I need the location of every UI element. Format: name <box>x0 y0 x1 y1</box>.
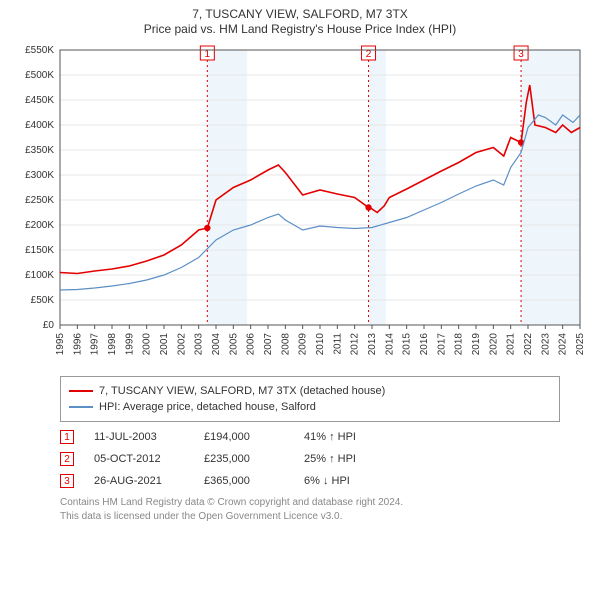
svg-text:2014: 2014 <box>384 333 395 356</box>
svg-text:£150K: £150K <box>25 245 54 256</box>
price-chart-svg: £0 £50K £100K £150K £200K £250K £300K £350K £400… <box>10 40 590 370</box>
event-date: 26-AUG-2021 <box>94 475 184 487</box>
event-price: £194,000 <box>204 431 284 443</box>
svg-text:2019: 2019 <box>471 333 482 356</box>
svg-text:2021: 2021 <box>506 333 517 356</box>
event-price: £235,000 <box>204 453 284 465</box>
footer-line2: This data is licensed under the Open Gov… <box>60 510 560 524</box>
svg-text:2001: 2001 <box>159 333 170 356</box>
svg-text:2023: 2023 <box>540 333 551 356</box>
legend-swatch <box>69 390 93 392</box>
event-date: 05-OCT-2012 <box>94 453 184 465</box>
event-delta: 25% ↑ HPI <box>304 453 394 465</box>
svg-text:2000: 2000 <box>142 333 153 356</box>
legend-label: 7, TUSCANY VIEW, SALFORD, M7 3TX (detach… <box>99 385 385 397</box>
event-marker: 1 <box>60 430 74 444</box>
svg-text:2007: 2007 <box>263 333 274 356</box>
event-delta: 41% ↑ HPI <box>304 431 394 443</box>
event-date: 11-JUL-2003 <box>94 431 184 443</box>
legend: 7, TUSCANY VIEW, SALFORD, M7 3TX (detach… <box>60 376 560 422</box>
chart-area: £0 £50K £100K £150K £200K £250K £300K £350K £400… <box>10 40 590 370</box>
svg-text:£450K: £450K <box>25 95 54 106</box>
event-row: 3 26-AUG-2021 £365,000 6% ↓ HPI <box>60 470 560 492</box>
svg-text:1998: 1998 <box>107 333 118 356</box>
svg-text:2006: 2006 <box>246 333 257 356</box>
svg-text:£350K: £350K <box>25 145 54 156</box>
svg-text:2013: 2013 <box>367 333 378 356</box>
svg-text:2022: 2022 <box>523 333 534 356</box>
event-row: 1 11-JUL-2003 £194,000 41% ↑ HPI <box>60 426 560 448</box>
legend-label: HPI: Average price, detached house, Salf… <box>99 401 316 413</box>
svg-text:2016: 2016 <box>419 333 430 356</box>
svg-text:£500K: £500K <box>25 70 54 81</box>
svg-text:1: 1 <box>205 49 211 60</box>
event-price: £365,000 <box>204 475 284 487</box>
svg-text:2008: 2008 <box>280 333 291 356</box>
svg-text:1995: 1995 <box>55 333 66 356</box>
svg-text:1997: 1997 <box>90 333 101 356</box>
event-marker: 3 <box>60 474 74 488</box>
svg-text:2009: 2009 <box>298 333 309 356</box>
svg-text:2024: 2024 <box>558 333 569 356</box>
svg-text:2004: 2004 <box>211 333 222 356</box>
svg-text:£100K: £100K <box>25 270 54 281</box>
svg-text:£200K: £200K <box>25 220 54 231</box>
svg-text:2025: 2025 <box>575 333 586 356</box>
chart-title-line1: 7, TUSCANY VIEW, SALFORD, M7 3TX <box>10 6 590 22</box>
svg-text:2: 2 <box>366 49 372 60</box>
svg-text:2011: 2011 <box>332 333 343 355</box>
svg-text:£50K: £50K <box>31 295 55 306</box>
svg-text:2003: 2003 <box>194 333 205 356</box>
chart-title-line2: Price paid vs. HM Land Registry's House … <box>10 22 590 36</box>
svg-text:2005: 2005 <box>228 333 239 356</box>
svg-text:3: 3 <box>518 49 524 60</box>
svg-text:£250K: £250K <box>25 195 54 206</box>
svg-text:2015: 2015 <box>402 333 413 356</box>
svg-text:£400K: £400K <box>25 120 54 131</box>
event-row: 2 05-OCT-2012 £235,000 25% ↑ HPI <box>60 448 560 470</box>
svg-text:2020: 2020 <box>488 333 499 356</box>
svg-text:2018: 2018 <box>454 333 465 356</box>
svg-text:2012: 2012 <box>350 333 361 356</box>
svg-text:1999: 1999 <box>124 333 135 356</box>
event-delta: 6% ↓ HPI <box>304 475 394 487</box>
svg-text:£300K: £300K <box>25 170 54 181</box>
svg-text:£550K: £550K <box>25 45 54 56</box>
svg-text:2002: 2002 <box>176 333 187 356</box>
svg-text:2017: 2017 <box>436 333 447 356</box>
legend-item: 7, TUSCANY VIEW, SALFORD, M7 3TX (detach… <box>69 383 551 399</box>
legend-swatch <box>69 406 93 408</box>
attribution-footer: Contains HM Land Registry data © Crown c… <box>60 496 560 523</box>
svg-text:1996: 1996 <box>72 333 83 356</box>
event-marker: 2 <box>60 452 74 466</box>
svg-text:£0: £0 <box>43 320 55 331</box>
event-table: 1 11-JUL-2003 £194,000 41% ↑ HPI 2 05-OCT-201… <box>60 426 560 492</box>
svg-text:2010: 2010 <box>315 333 326 356</box>
footer-line1: Contains HM Land Registry data © Crown c… <box>60 496 560 510</box>
legend-item: HPI: Average price, detached house, Salf… <box>69 399 551 415</box>
